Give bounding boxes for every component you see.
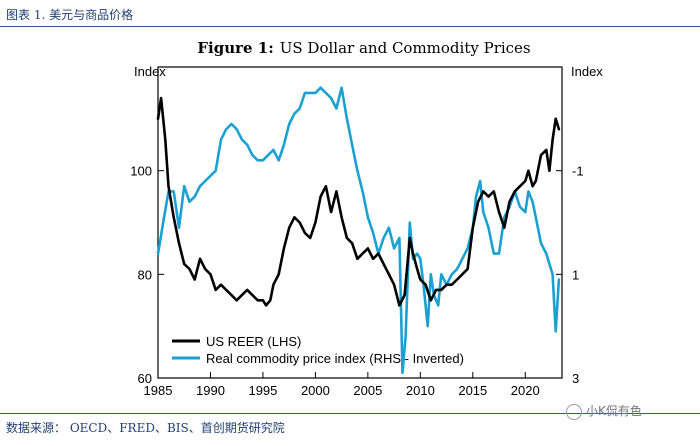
chart-title-prefix: Figure 1: [197, 39, 273, 57]
axis-ticks: 1985 1990 1995 2000 2005 2010 2015 2020 60 80 100 3… [130, 164, 583, 398]
x-tick-label: 1995 [248, 383, 277, 398]
legend: US REER (LHS) Real commodity price index… [172, 334, 464, 366]
plot-frame [157, 66, 563, 379]
x-tick-label: 2000 [301, 383, 330, 398]
x-tick-label: 2020 [511, 383, 540, 398]
watermark: 小K侃有色 [566, 402, 642, 420]
left-tick-label: 80 [138, 267, 152, 282]
watermark-text: 小K侃有色 [586, 404, 642, 418]
right-tick-label: -1 [572, 164, 584, 179]
right-tick-label: 1 [572, 267, 579, 282]
left-axis-label: Index [134, 64, 166, 79]
bottom-rule [0, 413, 700, 414]
x-tick-label: 2010 [406, 383, 435, 398]
figure-caption: 图表 1. 美元与商品价格 [6, 8, 134, 22]
right-axis-label: Index [571, 64, 603, 79]
left-tick-label: 60 [138, 371, 152, 386]
series-line-commodity [156, 86, 561, 375]
series-lines [156, 86, 561, 375]
legend-label-commodity: Real commodity price index (RHS - Invert… [206, 351, 464, 366]
wechat-icon [566, 403, 582, 420]
right-tick-label: 3 [572, 371, 579, 386]
series-line-reer [156, 96, 561, 307]
x-tick-label: 2005 [353, 383, 382, 398]
source-note: 数据来源： OECD、FRED、BIS、首创期货研究院 [6, 421, 285, 435]
chart-title: Figure 1: US Dollar and Commodity Prices [197, 39, 530, 57]
top-rule [0, 26, 700, 27]
legend-label-reer: US REER (LHS) [206, 334, 301, 349]
x-tick-label: 2015 [458, 383, 487, 398]
left-tick-label: 100 [130, 164, 152, 179]
x-tick-label: 1985 [144, 383, 173, 398]
x-tick-label: 1990 [196, 383, 225, 398]
chart-title-text: US Dollar and Commodity Prices [280, 39, 531, 57]
